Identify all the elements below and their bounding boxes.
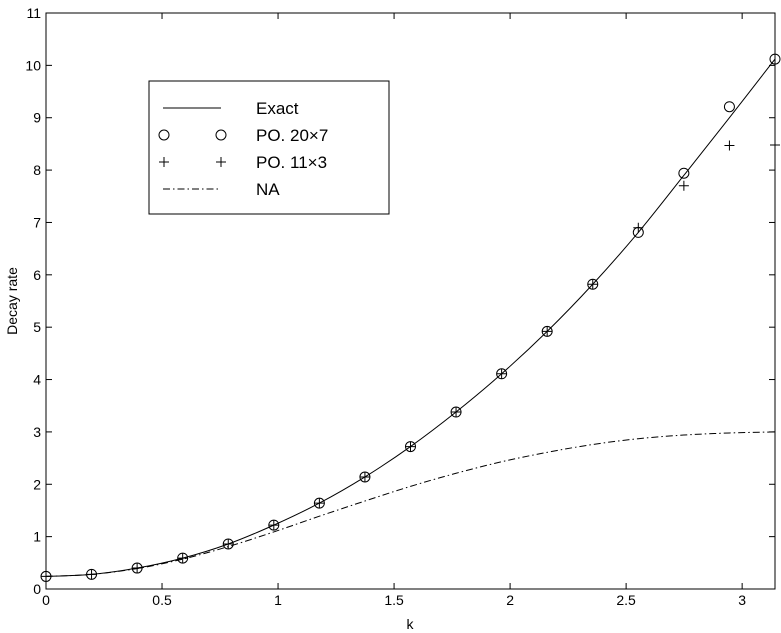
- x-tick-label: 1: [274, 592, 282, 608]
- data-point-po-11x3: [451, 407, 462, 418]
- x-tick-label: 0: [42, 592, 50, 608]
- y-tick-label: 3: [33, 424, 41, 440]
- legend-swatch-po-20x7: [158, 129, 170, 141]
- series-line-na: [45, 431, 776, 577]
- x-axis: 0 0.5 1 1.5 2 2.5 3: [42, 13, 746, 608]
- data-point-po-11x3: [678, 180, 689, 191]
- x-tick-label: 1.5: [384, 592, 404, 608]
- legend-label: PO. 11×3: [256, 153, 327, 172]
- data-point-po-20x7: [678, 167, 690, 179]
- x-tick-label: 2.5: [616, 592, 636, 608]
- legend-swatch-po-11x3: [216, 157, 226, 167]
- data-point-po-20x7: [769, 53, 781, 65]
- y-tick-label: 4: [33, 372, 41, 388]
- y-tick-label: 0: [33, 581, 41, 597]
- y-tick-label: 10: [25, 57, 41, 73]
- y-tick-label: 5: [33, 319, 41, 335]
- y-tick-label: 1: [33, 529, 41, 545]
- y-tick-label: 2: [33, 476, 41, 492]
- legend-box: [148, 80, 390, 215]
- data-point-po-11x3: [496, 368, 507, 379]
- data-point-po-11x3: [633, 222, 644, 233]
- series-line-exact: [45, 58, 776, 577]
- y-tick-label: 11: [26, 5, 41, 21]
- series-layer: [40, 53, 781, 582]
- data-point-po-11x3: [314, 498, 325, 509]
- y-axis: 0 1 2 3 4 5 6 7 8 9 10 11: [25, 5, 775, 597]
- y-tick-label: 9: [33, 110, 41, 126]
- data-point-po-11x3: [132, 563, 143, 574]
- x-tick-label: 3: [738, 592, 746, 608]
- data-point-po-11x3: [542, 326, 553, 337]
- legend-label: Exact: [256, 99, 299, 118]
- data-point-po-11x3: [405, 441, 416, 452]
- y-tick-label: 6: [33, 267, 41, 283]
- legend-swatch-po-20x7: [215, 129, 227, 141]
- y-tick-label: 7: [33, 214, 41, 230]
- legend-swatch-po-11x3: [159, 157, 169, 167]
- data-point-po-20x7: [723, 101, 735, 113]
- x-tick-label: 0.5: [152, 592, 172, 608]
- legend-label: PO. 20×7: [256, 126, 328, 145]
- data-point-po-11x3: [724, 140, 735, 151]
- data-point-po-11x3: [587, 279, 598, 290]
- legend-label: NA: [256, 180, 280, 199]
- y-axis-label: Decay rate: [4, 267, 20, 335]
- data-point-po-11x3: [359, 471, 370, 482]
- x-tick-label: 2: [506, 592, 514, 608]
- legend: Exact PO. 20×7 PO. 11×3 NA: [148, 80, 390, 215]
- data-point-po-11x3: [223, 538, 234, 549]
- data-point-po-11x3: [770, 139, 780, 150]
- y-tick-label: 8: [33, 162, 41, 178]
- data-point-po-11x3: [268, 520, 279, 531]
- x-axis-label: k: [407, 616, 415, 632]
